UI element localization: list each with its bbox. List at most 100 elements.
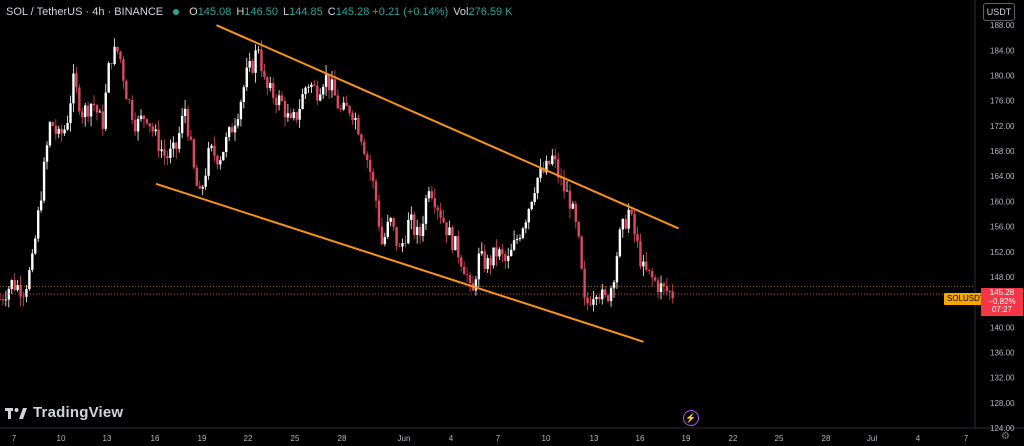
lightning-icon[interactable]: ⚡ [683,410,699,426]
price-tag-change: −0.82% [988,296,1016,306]
price-tick-label: 156.00 [990,223,1015,232]
lower-trendline[interactable] [155,182,644,343]
candle-body [436,207,439,211]
symbol-tag: SOLUSDT [944,293,988,305]
candle-body [653,277,657,281]
candle-body [213,145,216,156]
candle-body [13,280,16,291]
candle-body [295,112,298,120]
candle-body [498,249,501,257]
candle-body [286,113,290,118]
candle-body [239,101,243,120]
candle-body [509,249,513,257]
candle-body [7,288,11,300]
candle-body [272,82,275,98]
candle-body [75,73,78,88]
candle-body [368,160,372,172]
candle-body [386,221,389,237]
candle-body [69,103,72,123]
candle-body [586,297,589,304]
candle-body [157,129,160,152]
time-tick-label: 19 [198,434,207,443]
candle-body [486,258,489,270]
price-tick-label: 176.00 [990,97,1015,106]
candle-body [656,280,660,292]
candle-body [307,86,310,88]
candle-body [524,222,528,229]
candle-body [521,228,525,238]
time-tick-label: 25 [291,434,300,443]
tradingview-logo[interactable]: TradingView [5,404,123,421]
candle-body [551,155,554,165]
candle-body [151,126,154,132]
candle-body [201,186,204,189]
price-tick-label: 188.00 [990,21,1015,30]
currency-button[interactable]: USDT [983,3,1015,21]
candle-body [301,94,304,110]
candle-body [60,128,63,134]
candle-body [25,289,28,297]
candle-body [339,108,342,110]
candle-body [583,268,586,298]
candle-body [28,269,31,290]
gear-icon[interactable]: ⚙ [1001,431,1010,442]
candle-body [627,209,630,229]
candle-body [556,159,560,178]
candle-body [424,198,428,224]
candle-body [113,46,116,65]
candle-body [451,227,454,251]
candle-body [530,201,533,210]
candle-body [348,106,351,114]
candle-body [310,84,313,87]
candle-body [642,261,645,267]
price-tag-countdown: 07:27 [991,305,1013,314]
candle-body [175,142,178,149]
candle-body [354,117,357,120]
candle-body [101,111,105,129]
price-tick-label: 172.00 [990,122,1015,131]
candle-body [313,84,316,86]
candle-body [462,266,466,275]
candle-body [248,60,251,68]
candle-body [639,241,642,267]
candle-body [445,222,448,236]
tradingview-mark-icon [5,407,27,419]
candle-body [468,275,472,284]
candle-body [110,63,113,65]
symbol-title[interactable]: SOL / TetherUS · 4h · BINANCE [6,6,164,18]
candle-body [189,136,193,140]
candle-body [233,125,237,133]
candle-body [98,111,102,113]
candle-body [360,134,363,142]
candle-body [433,198,436,208]
candle-body [357,117,360,135]
candle-body [289,113,293,119]
candle-body [292,112,295,119]
upper-trendline[interactable] [216,24,680,230]
candle-body [251,60,254,73]
candle-body [227,127,231,138]
candle-body [216,155,219,165]
candle-body [533,193,536,202]
price-axis[interactable]: 188.00 184.00 180.00 176.00 172.00 168.00 164.… [990,21,1015,433]
price-tick-label: 160.00 [990,197,1015,206]
volume-value: 276.59 K [468,6,513,18]
candle-body [606,295,610,301]
time-axis[interactable]: 7 10 13 16 19 22 25 28 Jun 4 7 10 13 16 19 22 25 28 Jul 4 7 [12,434,969,443]
candle-body [598,296,601,300]
candle-body [4,299,8,301]
candle-body [36,210,40,239]
time-tick-label: 4 [916,434,921,443]
candle-body [22,296,25,298]
candle-body [477,253,481,280]
price-tick-label: 180.00 [990,72,1015,81]
candle-body [78,87,81,112]
candle-body [618,229,622,257]
candle-body [39,200,43,211]
candle-body [366,154,369,161]
candle-body [665,286,669,292]
candle-body [442,217,445,223]
candle-body [413,214,416,235]
candle-body [448,227,451,236]
